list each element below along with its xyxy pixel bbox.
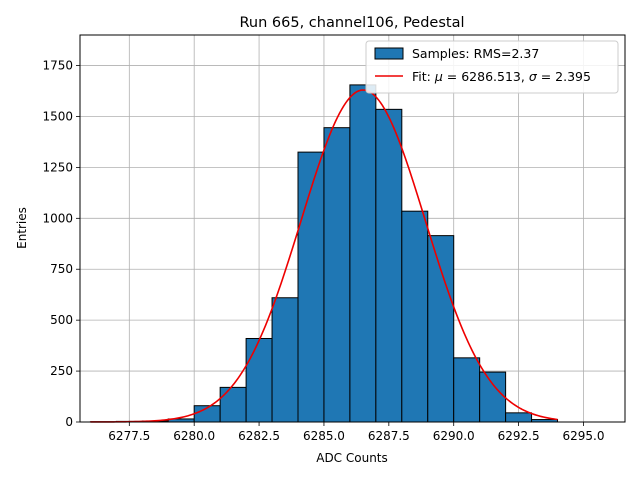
x-tick-label: 6280.0 <box>173 429 215 443</box>
histogram-bar <box>505 412 533 423</box>
legend-label-samples: Samples: RMS=2.37 <box>412 46 539 61</box>
legend-swatch-samples <box>374 47 404 60</box>
fit-curve <box>90 89 558 423</box>
fit-label-end: = 2.395 <box>537 69 591 84</box>
histogram-bar <box>479 371 507 423</box>
y-tick-label: 1000 <box>42 211 73 225</box>
legend: Samples: RMS=2.37 Fit: μ = 6286.513, σ =… <box>365 40 619 94</box>
y-tick-label: 1750 <box>42 59 73 73</box>
y-axis-ticks: 0 250 500 750 1000 1250 1500 1750 <box>42 59 80 429</box>
y-tick-label: 250 <box>50 364 73 378</box>
fit-label-mid: = 6286.513, <box>443 69 529 84</box>
x-tick-label: 6285.0 <box>303 429 345 443</box>
histogram-bar <box>375 108 403 423</box>
y-tick-label: 1500 <box>42 109 73 123</box>
y-axis-label: Entries <box>15 207 29 249</box>
histogram-bar <box>323 127 351 423</box>
x-tick-label: 6292.5 <box>498 429 540 443</box>
histogram-bar <box>349 84 377 423</box>
histogram-bar <box>219 386 247 423</box>
x-tick-label: 6287.5 <box>368 429 410 443</box>
legend-label-fit: Fit: μ = 6286.513, σ = 2.395 <box>412 69 591 84</box>
histogram-bar <box>245 337 273 423</box>
y-tick-label: 1250 <box>42 160 73 174</box>
histogram-bars <box>89 84 559 423</box>
y-tick-label: 0 <box>65 415 73 429</box>
y-tick-label: 750 <box>50 262 73 276</box>
fit-label-sigma: σ <box>529 69 538 84</box>
histogram-bar <box>297 151 325 423</box>
y-tick-label: 500 <box>50 313 73 327</box>
histogram-bar <box>453 357 481 423</box>
x-axis-ticks: 6277.5 6280.0 6282.5 6285.0 6287.5 6290.0 6292… <box>108 422 604 443</box>
histogram-bar <box>401 210 429 423</box>
x-axis-label: ADC Counts <box>316 451 388 465</box>
fit-label-mu: μ <box>434 69 443 84</box>
x-tick-label: 6295.0 <box>562 429 604 443</box>
x-tick-label: 6290.0 <box>433 429 475 443</box>
plot-frame <box>79 34 626 423</box>
fit-label-prefix: Fit: <box>412 69 435 84</box>
histogram-bar <box>271 297 299 423</box>
legend-box <box>365 40 619 94</box>
chart-title: Run 665, channel106, Pedestal <box>239 15 464 31</box>
histogram-bar <box>427 235 455 423</box>
x-tick-label: 6277.5 <box>108 429 150 443</box>
x-tick-label: 6282.5 <box>238 429 280 443</box>
